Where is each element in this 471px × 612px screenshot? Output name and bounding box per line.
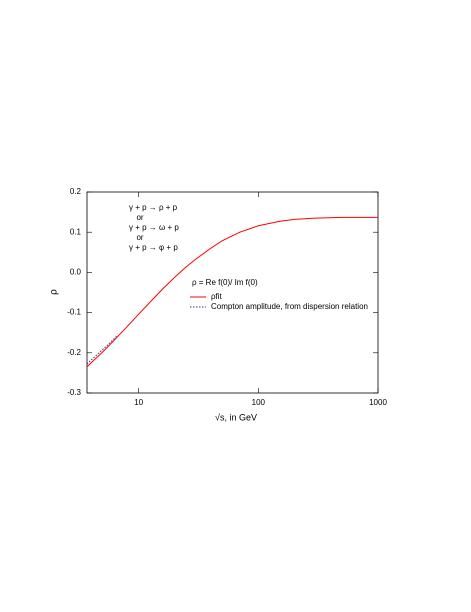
y-axis-label: ρ bbox=[49, 289, 60, 295]
annotation: or bbox=[136, 233, 143, 242]
y-tick-label: -0.1 bbox=[67, 308, 81, 317]
y-tick-label: 0.2 bbox=[70, 187, 82, 196]
y-tick-label: -0.3 bbox=[67, 388, 81, 397]
y-tick-label: 0.1 bbox=[70, 227, 82, 236]
x-tick-label: 10 bbox=[134, 398, 143, 407]
annotation: γ + p → ω + p bbox=[129, 223, 179, 232]
line-series bbox=[86, 335, 118, 365]
x-tick-label: 100 bbox=[252, 398, 266, 407]
legend-label: ρfit bbox=[211, 292, 223, 301]
legend-label: Compton amplitude, from dispersion relat… bbox=[211, 302, 368, 311]
y-tick-label: 0.0 bbox=[70, 268, 82, 277]
annotation: ρ = Re f(0)/ Im f(0) bbox=[192, 278, 258, 287]
y-tick-label: -0.2 bbox=[67, 348, 81, 357]
x-tick-label: 1000 bbox=[369, 398, 387, 407]
annotation: or bbox=[136, 213, 143, 222]
annotation: γ + p → φ + p bbox=[129, 243, 178, 252]
plot-frame bbox=[86, 191, 379, 394]
x-axis-label: √s, in GeV bbox=[215, 412, 257, 422]
line-series bbox=[86, 216, 378, 368]
annotation: γ + p → ρ + p bbox=[129, 203, 178, 212]
